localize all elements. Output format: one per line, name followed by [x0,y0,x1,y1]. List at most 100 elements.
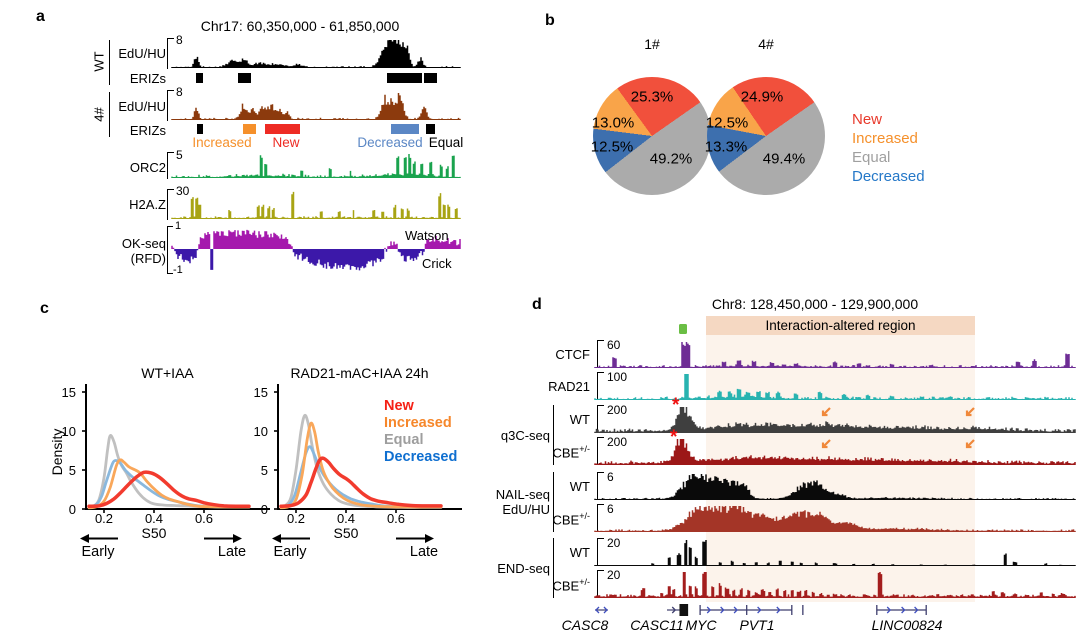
s50-label: S50 [333,525,359,541]
pie-legend: New Increased Equal Decreased [852,110,925,186]
density-plot-wt-canvas [82,384,270,513]
density-plot-rad21: RAD21-mAC+IAA 24h 15 10 5 0 0.2 0.4 0.6 … [254,365,472,572]
erizs-wt-boxes [172,73,460,83]
nail-wt-scale: 6 [607,470,614,484]
panel-d-letter: d [532,296,542,313]
xtick-06: 0.6 [386,511,406,526]
pie1-pct-equal: 49.2% [649,150,693,168]
nail-group-bracket [553,472,554,532]
pie-chart-1 [593,77,711,195]
h2az-scale-bracket [167,189,174,220]
erizs-4-label: ERIZs [129,123,166,138]
pie-chart-4 [707,77,825,195]
eriz-box [426,124,435,134]
density-legend: New Increased Equal Decreased [384,398,457,466]
gene-annotation-track [595,604,927,616]
ctcf-track [594,342,1076,368]
end-wt-track [594,540,1076,566]
panel-a-title: Chr17: 60,350,000 - 61,850,000 [200,18,400,34]
edu-wt-label: EdU/HU [118,46,166,61]
ytick-0: 0 [260,502,268,517]
ytick-5: 5 [260,463,268,478]
late-label: Late [217,544,247,560]
eriz-box [238,73,251,83]
q3c-cbe-label: CBE+/- [552,444,591,461]
pie1-pct-increased: 13.0% [591,114,635,132]
category-new: New [272,135,300,150]
q3c-group-label: q3C-seq [500,428,550,443]
pie-legend-decreased: Decreased [852,168,925,185]
xtick-02: 0.2 [94,511,114,526]
nail-wt-scale-bracket [597,472,604,499]
late-arrow-icon [204,534,242,543]
s4-group-label: 4# [91,107,107,122]
q3c-cbe-arrow-icon-1 [821,439,831,449]
end-cbe-track [594,572,1076,598]
erizs-wt-label: ERIZs [129,71,166,86]
edu-4-label: EdU/HU [118,99,166,114]
density-plot-wt: WT+IAA 15 10 5 0 0.2 0.4 0.6 S50 Early L… [62,365,280,572]
q3c-wt-scale-bracket [597,405,604,432]
eriz-box [387,73,422,83]
q3c-wt-scale: 200 [607,403,628,417]
end-wt-scale-bracket [597,538,604,565]
s4-group-bracket [109,92,110,137]
edu-4-scale-bracket [167,90,174,121]
q3c-cbe-arrow-icon-2 [965,439,975,449]
edu-4-scale: 8 [176,85,183,99]
end-group-label: END-seq [497,561,550,576]
gene-label-pvt1: PVT1 [739,617,775,633]
crick-label: Crick [422,256,452,271]
nail-cbe-label: CBE+/- [552,511,591,528]
nail-cbe-scale-bracket [597,504,604,531]
pie2-pct-new: 24.9% [740,88,784,106]
end-cbe-scale: 20 [607,568,621,582]
edu-4-track [171,93,461,120]
s50-label: S50 [141,525,167,541]
density-legend-decreased: Decreased [384,449,458,465]
q3c-cbe-asterisk: * [670,427,678,448]
edu-wt-track [171,40,461,68]
interaction-region-highlight [706,335,975,602]
nail-cbe-track [594,506,1076,532]
q3c-cbe-scale: 200 [607,435,628,449]
panel-d-title: Chr8: 128,450,000 - 129,900,000 [711,296,919,312]
xtick-04: 0.4 [144,511,164,526]
rad21-scale: 100 [607,370,628,384]
pie2-pct-equal: 49.4% [762,150,806,168]
nail-group-label-2: EdU/HU [502,502,550,517]
edu-wt-scale: 8 [176,33,183,47]
ytick-15: 15 [61,385,76,400]
end-wt-label: WT [569,545,590,560]
ctcf-label: CTCF [555,347,590,362]
eriz-box [243,124,257,134]
orc2-label: ORC2 [129,160,166,175]
ytick-15: 15 [253,385,268,400]
wt-group-label: WT [91,51,107,72]
nail-cbe-scale: 6 [607,502,614,516]
end-group-bracket [553,538,554,598]
wt-group-bracket [109,40,110,85]
ytick-10: 10 [253,424,268,439]
okseq-track [171,229,461,271]
pie2-pct-decreased: 13.3% [704,138,748,156]
pie-legend-new: New [852,111,883,128]
eriz-box [197,124,204,134]
pie1-title: 1# [644,36,660,52]
h2az-scale: 30 [176,184,190,198]
density-plot-wt-title: WT+IAA [141,365,194,381]
xtick-02: 0.2 [286,511,306,526]
okseq-scale-bottom: -1 [173,264,183,276]
ctcf-scale: 60 [607,338,621,352]
q3c-cbe-scale-bracket [597,437,604,464]
xtick-06: 0.6 [194,511,214,526]
late-label: Late [409,544,439,560]
pie1-pct-new: 25.3% [630,88,674,106]
edu-wt-scale-bracket [167,38,174,69]
interaction-region-banner: Interaction-altered region [706,316,975,335]
q3c-wt-track [594,407,1076,433]
early-arrow-icon [80,534,118,543]
nail-wt-track [594,474,1076,500]
density-legend-increased: Increased [384,415,452,431]
nail-group-label-1: NAIL-seq [495,487,550,502]
